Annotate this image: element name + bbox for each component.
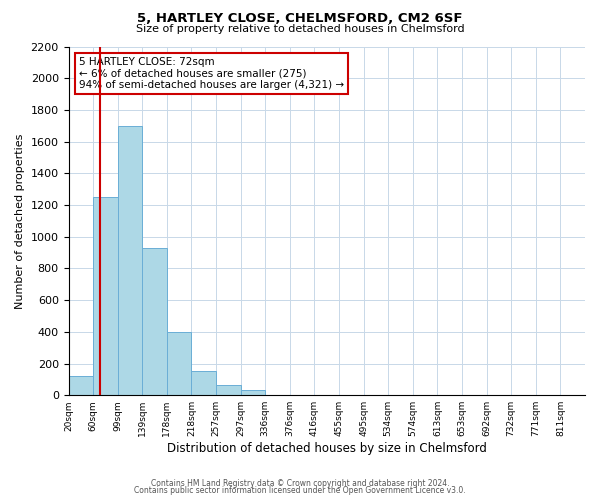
Bar: [93, 197, 118, 395]
Bar: [167, 332, 191, 395]
Bar: [216, 385, 241, 395]
Bar: [118, 126, 142, 395]
Bar: [191, 372, 216, 395]
Text: Size of property relative to detached houses in Chelmsford: Size of property relative to detached ho…: [136, 24, 464, 34]
Bar: [241, 390, 265, 395]
Text: 5 HARTLEY CLOSE: 72sqm
← 6% of detached houses are smaller (275)
94% of semi-det: 5 HARTLEY CLOSE: 72sqm ← 6% of detached …: [79, 57, 344, 90]
Bar: [68, 376, 93, 395]
Text: 5, HARTLEY CLOSE, CHELMSFORD, CM2 6SF: 5, HARTLEY CLOSE, CHELMSFORD, CM2 6SF: [137, 12, 463, 26]
Text: Contains HM Land Registry data © Crown copyright and database right 2024.: Contains HM Land Registry data © Crown c…: [151, 478, 449, 488]
X-axis label: Distribution of detached houses by size in Chelmsford: Distribution of detached houses by size …: [167, 442, 487, 455]
Bar: [142, 248, 167, 395]
Text: Contains public sector information licensed under the Open Government Licence v3: Contains public sector information licen…: [134, 486, 466, 495]
Y-axis label: Number of detached properties: Number of detached properties: [15, 133, 25, 308]
